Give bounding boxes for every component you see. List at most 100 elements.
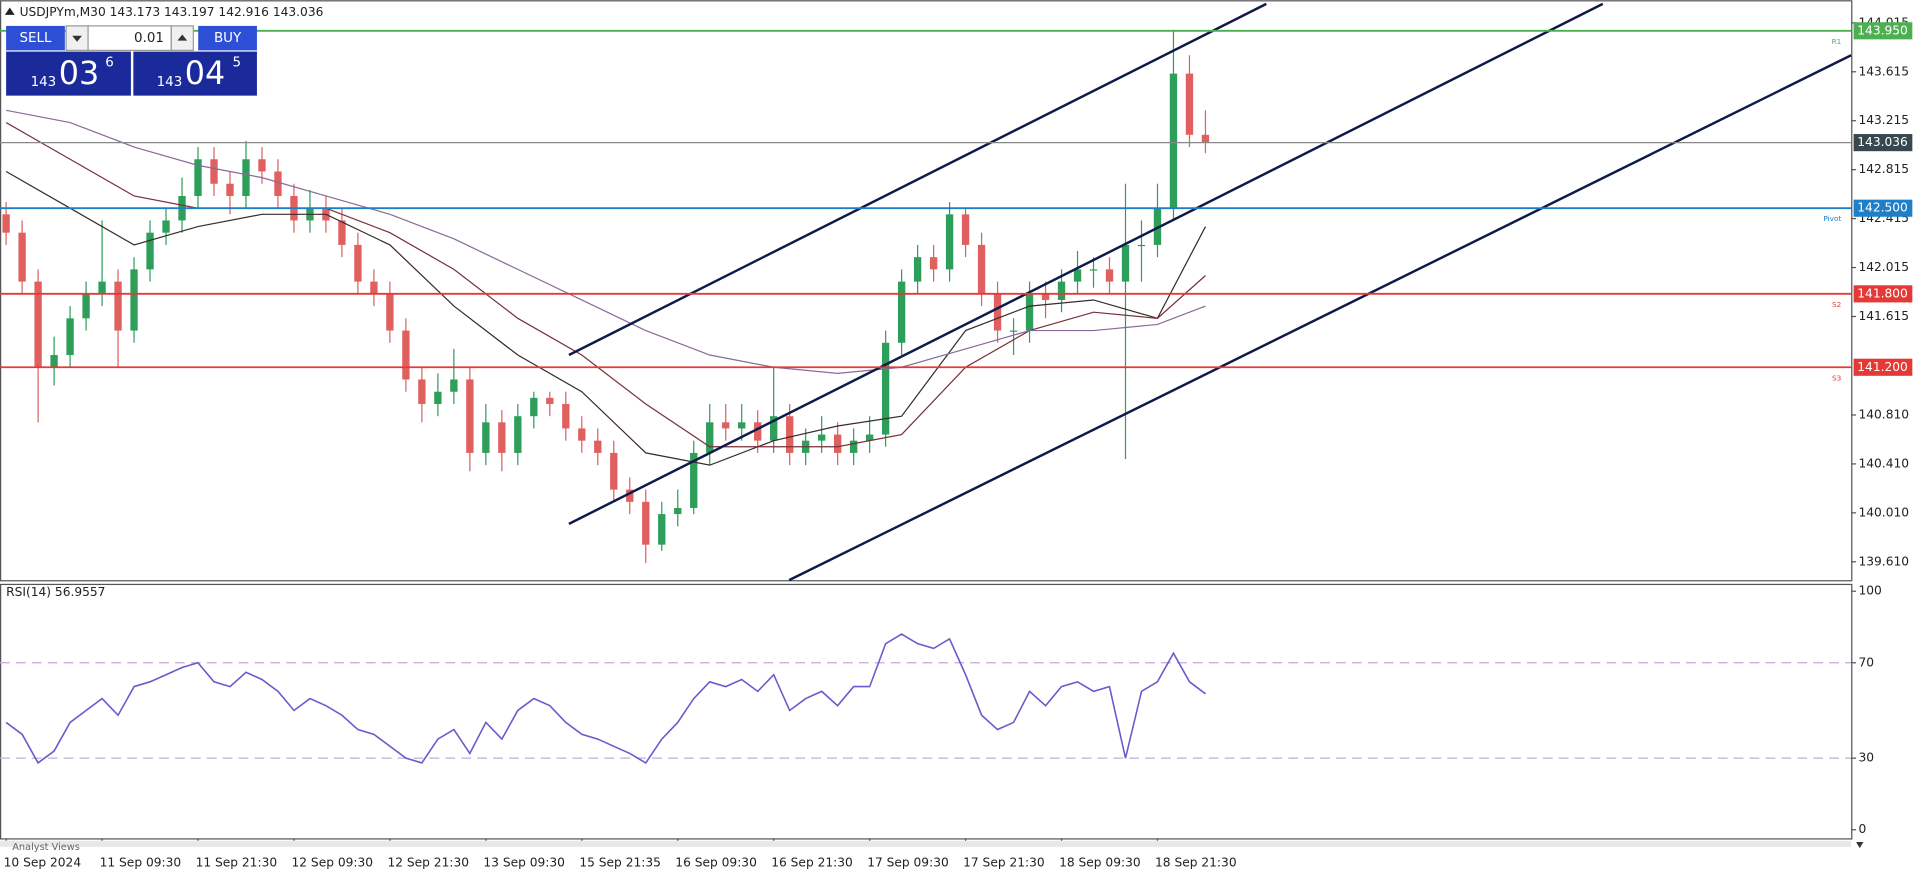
- candle-body: [210, 159, 218, 184]
- candle-body: [1073, 269, 1082, 282]
- candle-body: [1169, 73, 1178, 209]
- bid-mid: 03: [59, 54, 99, 92]
- rsi-y-tick-label: 70: [1858, 655, 1874, 669]
- candle-body: [929, 257, 938, 270]
- candle-body: [18, 232, 26, 282]
- x-tick-label: 17 Sep 21:30: [963, 855, 1045, 869]
- rsi-panel-frame: [0, 583, 1853, 840]
- candle-body: [1009, 330, 1018, 332]
- ask-sup: 5: [232, 56, 241, 71]
- up-arrow: [177, 34, 188, 41]
- candle-body: [482, 422, 490, 453]
- candle-body: [977, 244, 986, 294]
- candle-body: [1089, 269, 1098, 271]
- level-tag: [1853, 285, 1913, 303]
- y-tick-label: 139.610: [1858, 554, 1909, 568]
- candle-body: [690, 452, 698, 508]
- candle-body: [706, 422, 714, 453]
- candle-body: [98, 281, 106, 294]
- candle-body: [130, 269, 138, 331]
- candle-body: [897, 281, 906, 343]
- down-arrow: [72, 35, 82, 42]
- level-label: 141.200: [1857, 360, 1908, 374]
- candle-body: [146, 232, 154, 270]
- candle-body: [194, 159, 202, 196]
- candle-body: [562, 403, 570, 429]
- candle-body: [114, 281, 122, 331]
- tab-strip: [0, 840, 1852, 847]
- channel-line: [568, 2, 1604, 525]
- moving-average: [5, 170, 1207, 466]
- overlay: 139.610 140.010 140.410 140.810 141.615 142.0…: [0, 15, 1913, 869]
- rsi-line: [5, 633, 1206, 765]
- candle-body: [610, 452, 618, 490]
- buy-button[interactable]: [198, 25, 257, 51]
- candle-body: [770, 416, 778, 441]
- candle-body: [34, 281, 42, 368]
- candle-body: [913, 257, 922, 282]
- level-name: S2: [1832, 300, 1841, 309]
- level-name: S3: [1832, 373, 1842, 382]
- y-tick-label: 142.815: [1858, 162, 1909, 176]
- candle-body: [354, 244, 362, 282]
- level-label: 142.500: [1857, 201, 1908, 215]
- bid-box[interactable]: [6, 51, 131, 96]
- sell-label: SELL: [19, 31, 52, 46]
- candle-body: [754, 422, 762, 441]
- candle-body: [881, 342, 890, 435]
- x-tick-label: 16 Sep 09:30: [675, 855, 757, 869]
- analyst-views-tab[interactable]: Analyst Views: [12, 842, 80, 853]
- candle-body: [450, 379, 458, 392]
- candle-body: [530, 397, 538, 417]
- candle-body: [434, 391, 442, 404]
- candle-body: [466, 379, 474, 453]
- rsi-y-tick-label: 100: [1858, 584, 1881, 598]
- x-tick-label: 13 Sep 09:30: [483, 855, 565, 869]
- y-tick-label: 140.010: [1858, 505, 1909, 519]
- candle-body: [833, 434, 842, 453]
- x-tick-label: 10 Sep 2024: [4, 855, 82, 869]
- level-name: Pivot: [1823, 214, 1841, 223]
- candle-body: [1137, 244, 1146, 247]
- ask-box[interactable]: [133, 51, 257, 96]
- x-tick-label: 18 Sep 09:30: [1059, 855, 1141, 869]
- candle-body: [578, 428, 586, 441]
- x-tick-label: 18 Sep 21:30: [1155, 855, 1237, 869]
- rsi-y-tick-label: 30: [1858, 751, 1874, 765]
- sell-button[interactable]: [6, 25, 65, 51]
- candle-body: [961, 214, 970, 245]
- collapse-icon[interactable]: [4, 7, 15, 15]
- bid-big: 143: [31, 75, 57, 90]
- channel-line: [568, 2, 1267, 357]
- candle-body: [722, 422, 730, 429]
- candle-body: [817, 434, 826, 441]
- level-label: 143.950: [1857, 23, 1908, 37]
- lot-value: 0.01: [134, 31, 164, 46]
- candle-body: [1057, 281, 1066, 300]
- candle-body: [865, 434, 874, 441]
- ask-big: 143: [157, 75, 183, 90]
- candle-body: [418, 379, 426, 404]
- lot-input[interactable]: [87, 25, 172, 51]
- x-tick-label: 12 Sep 21:30: [387, 855, 469, 869]
- candle-body: [50, 355, 58, 368]
- y-tick-label: 143.615: [1858, 64, 1909, 78]
- candle-body: [993, 293, 1002, 331]
- candle-body: [242, 159, 250, 196]
- candle-body: [514, 416, 522, 453]
- y-tick-label: 142.015: [1858, 260, 1909, 274]
- candle-body: [2, 214, 10, 233]
- candle-body: [226, 183, 234, 196]
- scroll-arrow[interactable]: [1856, 841, 1864, 849]
- x-tick-label: 16 Sep 21:30: [771, 855, 853, 869]
- candle-body: [849, 440, 858, 453]
- candle-body: [642, 501, 650, 545]
- candle-body: [402, 330, 410, 380]
- candle-body: [82, 293, 90, 319]
- moving-average: [6, 109, 1206, 374]
- one-click-trading: SELL 0.01 BUY 143 03 6 143 04 5: [6, 25, 257, 96]
- x-tick-label: 11 Sep 21:30: [196, 855, 278, 869]
- candle-body: [594, 440, 602, 453]
